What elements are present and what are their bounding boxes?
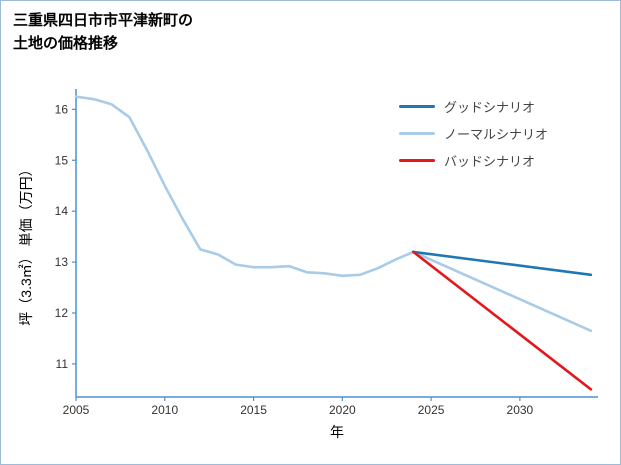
legend-item-good-scenario: グッドシナリオ — [399, 93, 548, 120]
legend-swatch-bad-scenario — [399, 159, 435, 162]
x-axis-label: 年 — [330, 424, 344, 440]
x-tick-label: 2015 — [240, 403, 267, 417]
legend: グッドシナリオ ノーマルシナリオ バッドシナリオ — [399, 93, 548, 174]
y-tick-label: 13 — [55, 255, 69, 269]
legend-item-bad-scenario: バッドシナリオ — [399, 147, 548, 174]
legend-swatch-normal-scenario — [399, 132, 435, 135]
chart-title: 三重県四日市市平津新町の 土地の価格推移 — [13, 9, 193, 56]
chart-title-line1: 三重県四日市市平津新町の — [13, 12, 194, 29]
x-tick-label: 2030 — [507, 403, 534, 417]
bad-scenario-line — [412, 250, 593, 391]
legend-item-normal-scenario: ノーマルシナリオ — [399, 120, 548, 147]
x-tick-label: 2020 — [329, 403, 356, 417]
legend-label-bad-scenario: バッドシナリオ — [444, 154, 536, 169]
y-tick-label: 12 — [55, 306, 69, 320]
x-tick-label: 2025 — [418, 403, 445, 417]
x-tick-label: 2005 — [63, 403, 90, 417]
normal-scenario-line — [74, 95, 593, 333]
y-tick-label: 15 — [55, 153, 69, 167]
good-scenario-line — [412, 250, 593, 277]
y-tick-label: 11 — [56, 357, 69, 371]
y-tick-label: 14 — [55, 204, 69, 218]
legend-label-normal-scenario: ノーマルシナリオ — [444, 127, 549, 142]
chart-title-line2: 土地の価格推移 — [13, 35, 119, 53]
legend-label-good-scenario: グッドシナリオ — [444, 100, 536, 115]
y-tick-label: 16 — [55, 102, 69, 116]
legend-swatch-good-scenario — [399, 105, 435, 108]
y-axis-label: 坪（3.3㎡） 単価（万円） — [18, 162, 34, 326]
x-tick-label: 2010 — [151, 403, 178, 417]
